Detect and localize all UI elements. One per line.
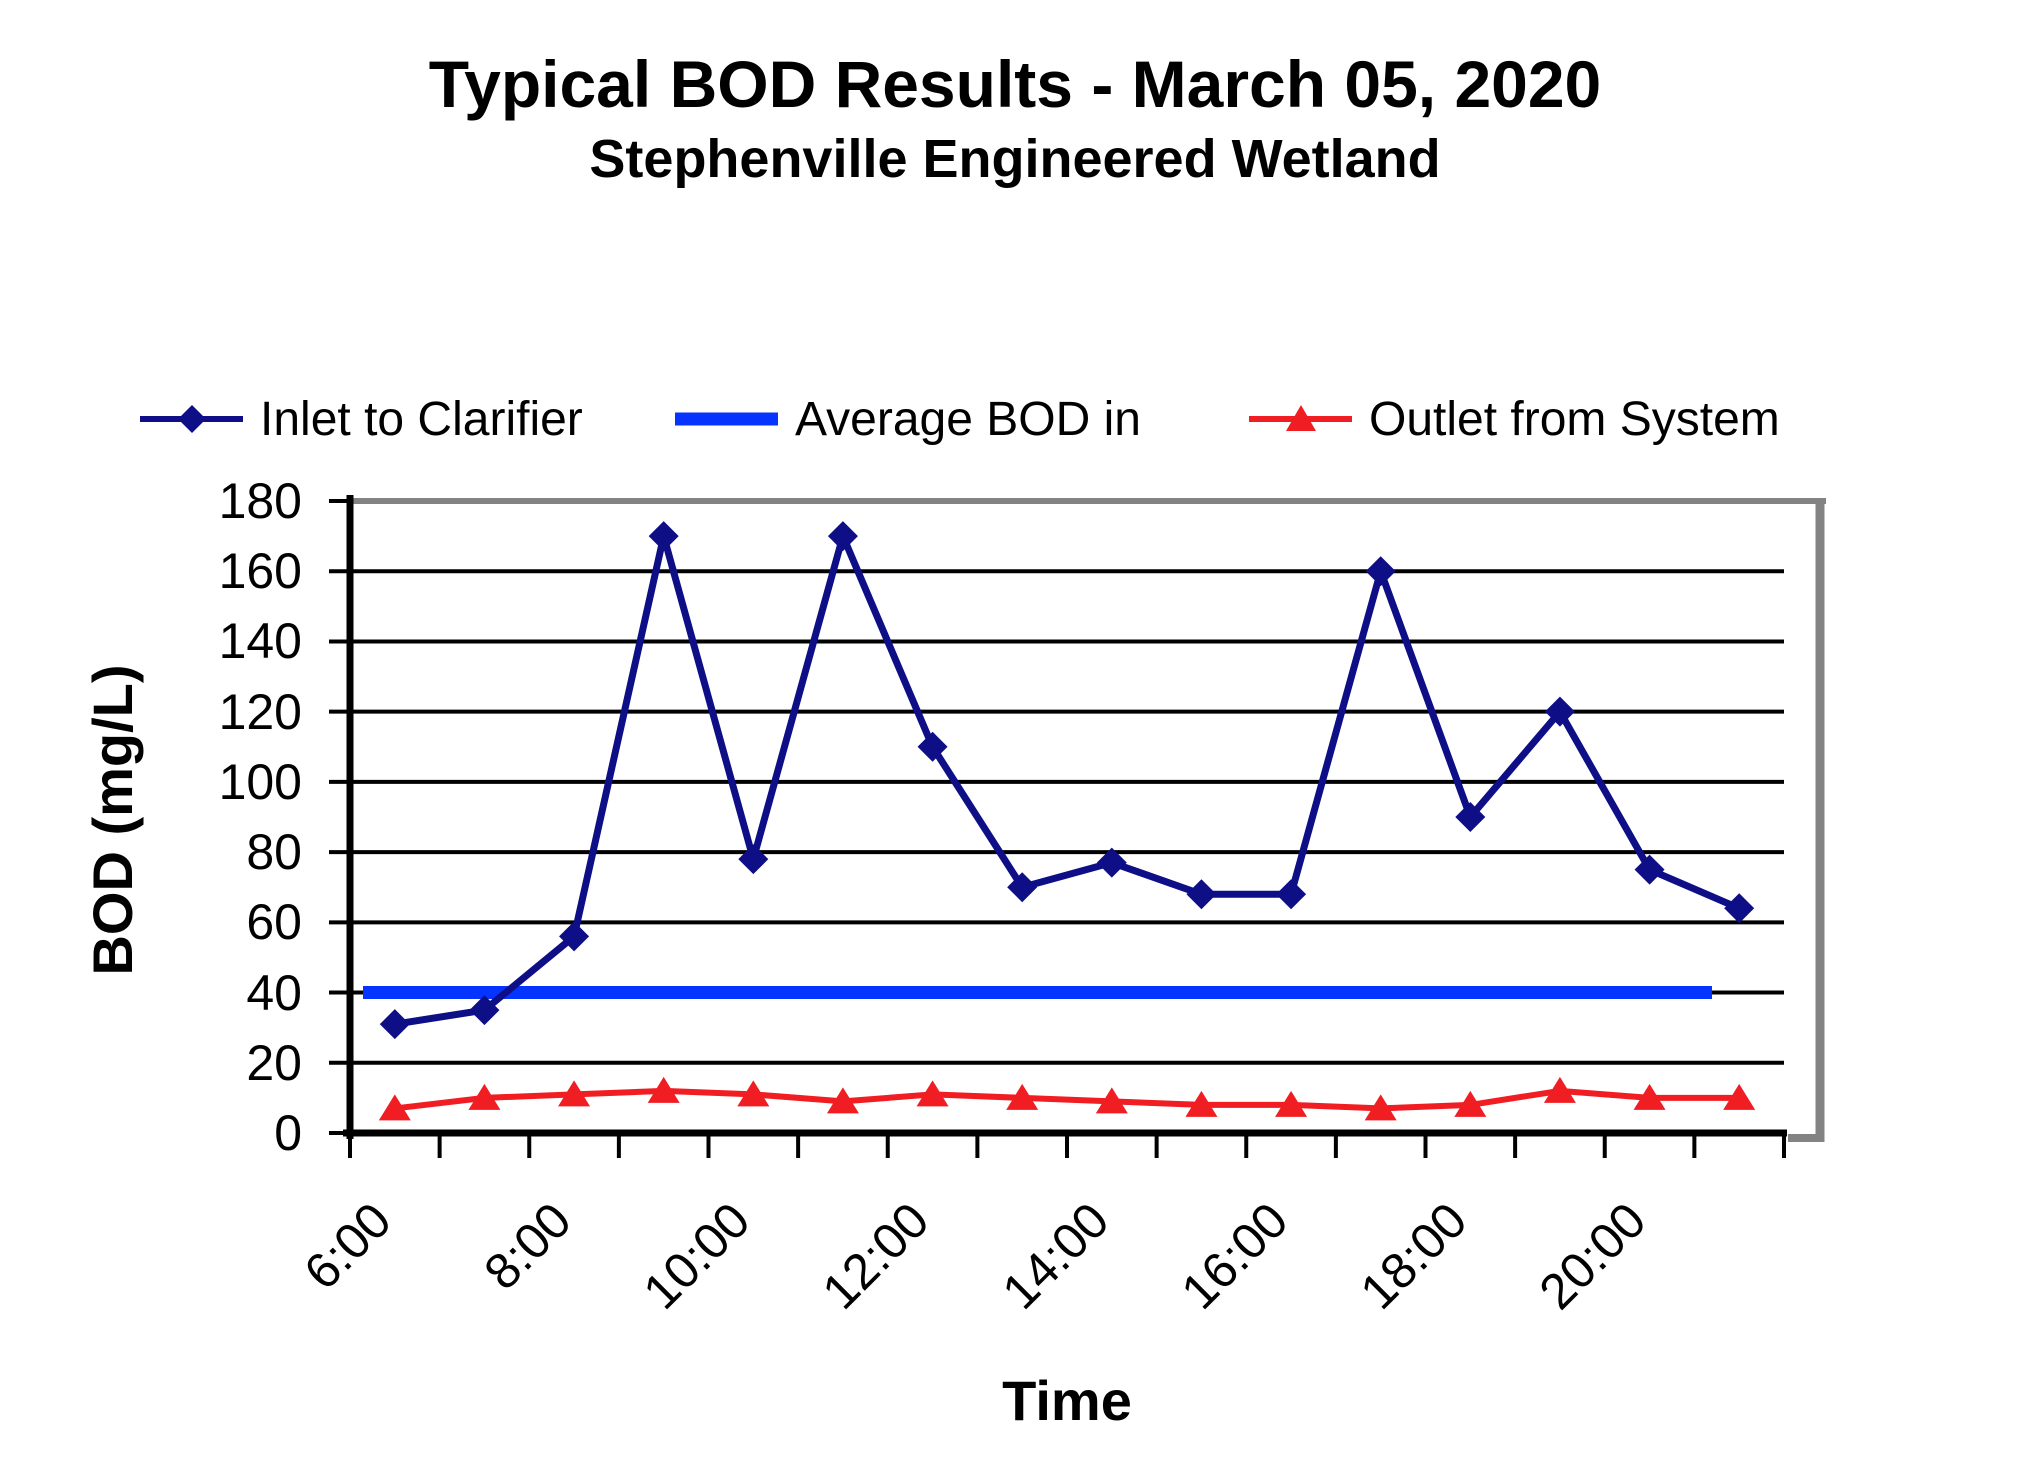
y-tick-label: 80	[246, 824, 302, 881]
inlet-marker-diamond	[917, 731, 948, 762]
inlet-marker-diamond	[1634, 854, 1665, 885]
inlet-marker-diamond	[1724, 893, 1755, 924]
inlet-marker-diamond	[469, 995, 500, 1026]
inlet-marker-diamond	[379, 1009, 410, 1040]
x-axis-title: Time	[1002, 1369, 1132, 1432]
inlet-marker-diamond	[1276, 879, 1307, 910]
chart-subtitle: Stephenville Engineered Wetland	[589, 129, 1441, 189]
series-inlet-line	[394, 525, 1741, 1028]
outlet-marker-triangle	[1633, 1083, 1666, 1110]
y-tick-label: 100	[218, 753, 302, 810]
inlet-marker-diamond	[1365, 556, 1396, 587]
inlet-marker-diamond	[1007, 872, 1038, 903]
y-tick-label: 20	[246, 1034, 302, 1091]
inlet-marker-diamond	[1096, 847, 1127, 878]
y-tick-label: 160	[218, 543, 302, 600]
y-tick-label: 40	[246, 964, 302, 1021]
series-outlet-line	[394, 1087, 1740, 1112]
outlet-marker-triangle	[468, 1083, 501, 1110]
outlet-marker-triangle	[916, 1080, 949, 1107]
outlet-marker-triangle	[1723, 1083, 1756, 1110]
y-tick-label: 120	[218, 683, 302, 740]
inlet-marker-diamond	[648, 521, 679, 552]
outlet-marker-triangle	[558, 1080, 591, 1107]
inlet-marker-diamond	[1544, 696, 1575, 727]
inlet-marker-diamond	[1455, 802, 1486, 832]
outlet-marker-triangle	[378, 1094, 411, 1121]
outlet-marker-triangle	[1006, 1083, 1039, 1110]
inlet-marker-diamond	[738, 844, 769, 875]
outlet-marker-triangle	[826, 1087, 859, 1114]
chart-title: Typical BOD Results - March 05, 2020	[428, 47, 1602, 121]
outlet-marker-triangle	[1543, 1076, 1576, 1103]
outlet-marker-triangle	[1185, 1090, 1218, 1117]
outlet-marker-triangle	[737, 1080, 770, 1107]
outlet-marker-triangle	[1095, 1087, 1128, 1114]
inlet-marker-diamond	[827, 521, 858, 552]
outlet-marker-triangle	[1454, 1090, 1487, 1117]
outlet-marker-triangle	[1275, 1090, 1308, 1117]
y-tick-label: 140	[218, 613, 302, 670]
outlet-marker-triangle	[1364, 1094, 1397, 1121]
inlet-marker-diamond	[1186, 879, 1217, 910]
y-tick-label: 0	[274, 1105, 302, 1161]
inlet-marker-diamond	[559, 921, 590, 952]
y-axis-title: BOD (mg/L)	[81, 664, 144, 976]
outlet-marker-triangle	[647, 1076, 680, 1103]
y-tick-label: 180	[218, 473, 302, 529]
y-tick-label: 60	[246, 894, 302, 951]
